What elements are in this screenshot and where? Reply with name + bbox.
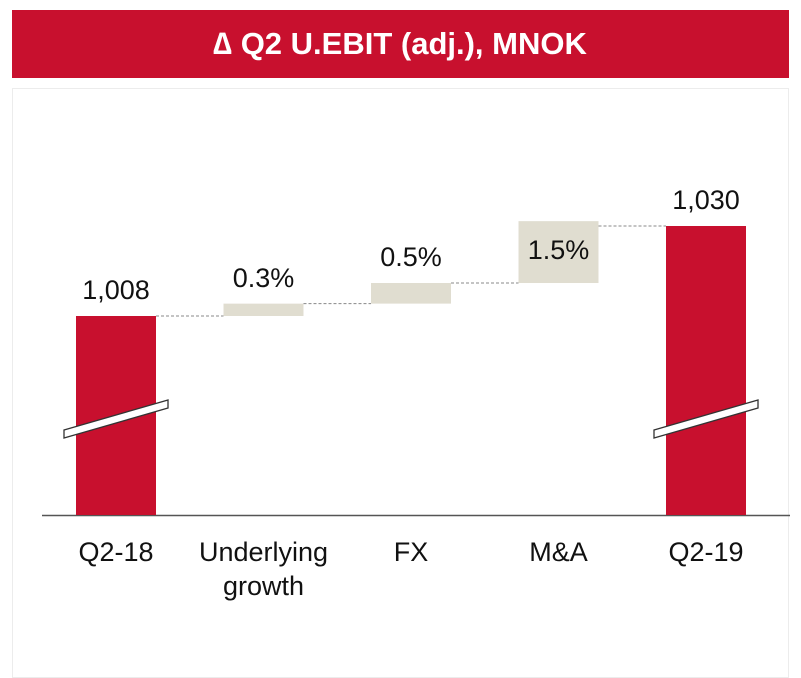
- bar: [223, 303, 304, 316]
- x-tick-label: Q2-19: [668, 537, 744, 567]
- value-label: 1,008: [82, 275, 150, 305]
- x-tick-label: Q2-18: [78, 537, 154, 567]
- chart-title: ∆ Q2 U.EBIT (adj.), MNOK: [213, 26, 587, 61]
- bar: [518, 221, 599, 284]
- value-label: 0.5%: [380, 242, 442, 272]
- x-tick-label: Underlying growth: [198, 537, 329, 601]
- value-label: 0.3%: [233, 263, 295, 293]
- x-tick-label: M&A: [529, 537, 588, 567]
- axis-break: [63, 399, 169, 439]
- title-band: [12, 10, 789, 78]
- axis-break: [653, 399, 759, 439]
- bar: [371, 283, 451, 304]
- value-label: 1,030: [672, 185, 740, 215]
- x-tick-label: FX: [393, 537, 429, 567]
- bar: [666, 226, 746, 515]
- value-label: 1.5%: [528, 235, 590, 265]
